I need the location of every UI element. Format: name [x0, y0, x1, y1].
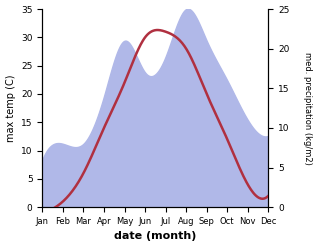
Y-axis label: med. precipitation (kg/m2): med. precipitation (kg/m2) — [303, 52, 313, 165]
X-axis label: date (month): date (month) — [114, 231, 197, 242]
Y-axis label: max temp (C): max temp (C) — [5, 74, 16, 142]
